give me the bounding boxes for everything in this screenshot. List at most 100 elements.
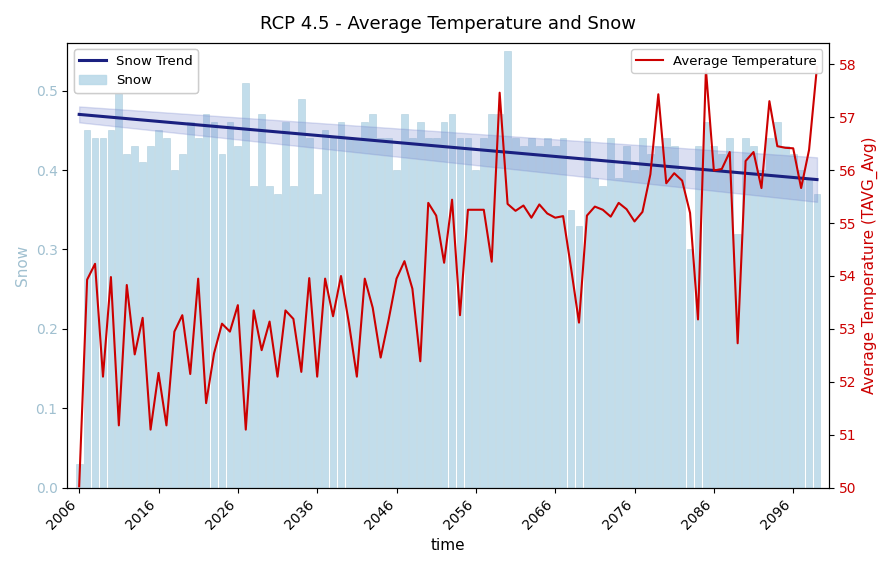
Bar xyxy=(163,138,170,488)
Snow Trend xyxy=(812,176,822,183)
Bar xyxy=(497,114,503,488)
Bar xyxy=(313,194,321,488)
Bar xyxy=(671,146,678,488)
Bar xyxy=(607,138,614,488)
Bar xyxy=(480,138,488,488)
Bar xyxy=(227,122,233,488)
Bar xyxy=(505,51,511,488)
Bar xyxy=(425,138,431,488)
Title: RCP 4.5 - Average Temperature and Snow: RCP 4.5 - Average Temperature and Snow xyxy=(260,15,636,33)
Bar xyxy=(84,130,90,488)
Bar xyxy=(92,138,98,488)
Bar xyxy=(568,210,574,488)
Bar xyxy=(76,464,82,488)
Bar xyxy=(615,178,622,488)
Bar xyxy=(179,154,186,488)
Bar xyxy=(758,170,764,488)
Bar xyxy=(591,178,598,488)
Bar xyxy=(139,162,146,488)
Bar xyxy=(377,138,384,488)
Bar xyxy=(123,154,130,488)
Bar xyxy=(370,114,376,488)
Bar xyxy=(742,138,749,488)
Bar xyxy=(211,122,217,488)
Bar xyxy=(528,138,535,488)
Bar xyxy=(354,138,360,488)
Average Temperature xyxy=(359,275,370,282)
Bar xyxy=(639,138,646,488)
Line: Average Temperature: Average Temperature xyxy=(79,66,817,486)
Bar xyxy=(766,138,772,488)
Bar xyxy=(258,114,265,488)
Bar xyxy=(346,138,353,488)
Bar xyxy=(242,82,249,488)
Snow Trend xyxy=(359,136,370,143)
Bar xyxy=(464,138,472,488)
Snow Trend xyxy=(264,128,275,135)
Bar xyxy=(734,233,741,488)
Bar xyxy=(719,154,725,488)
Bar xyxy=(290,186,296,488)
Bar xyxy=(338,122,345,488)
Bar xyxy=(544,138,551,488)
Bar xyxy=(433,138,439,488)
Bar xyxy=(282,122,288,488)
Bar xyxy=(187,122,194,488)
Bar xyxy=(560,138,566,488)
Bar xyxy=(576,225,582,488)
Bar xyxy=(274,194,281,488)
Bar xyxy=(774,122,780,488)
Bar xyxy=(203,114,210,488)
Bar xyxy=(647,154,654,488)
Bar xyxy=(599,186,606,488)
Bar xyxy=(663,138,670,488)
Bar xyxy=(789,154,797,488)
Bar xyxy=(107,130,114,488)
Bar xyxy=(195,138,202,488)
Bar xyxy=(235,146,241,488)
Snow Trend xyxy=(201,122,212,129)
Bar xyxy=(448,114,455,488)
Bar xyxy=(171,170,178,488)
Bar xyxy=(472,170,480,488)
Bar xyxy=(456,138,463,488)
Bar xyxy=(520,146,527,488)
Bar xyxy=(536,146,543,488)
Bar xyxy=(623,146,630,488)
Snow Trend xyxy=(518,151,529,157)
Bar xyxy=(330,138,337,488)
Bar xyxy=(115,90,122,488)
Average Temperature xyxy=(812,63,822,70)
Bar xyxy=(155,130,162,488)
Bar xyxy=(401,114,408,488)
Y-axis label: Snow: Snow xyxy=(15,245,30,286)
Legend: Average Temperature: Average Temperature xyxy=(631,49,822,73)
Bar xyxy=(100,138,106,488)
Bar xyxy=(306,138,313,488)
Bar xyxy=(711,146,717,488)
Bar xyxy=(393,170,400,488)
Legend: Snow Trend, Snow: Snow Trend, Snow xyxy=(74,49,198,93)
Average Temperature xyxy=(630,218,640,225)
Bar xyxy=(805,178,813,488)
Bar xyxy=(147,146,154,488)
Bar xyxy=(488,114,495,488)
Bar xyxy=(655,146,662,488)
Bar xyxy=(441,122,447,488)
Average Temperature xyxy=(518,202,529,209)
Bar xyxy=(321,130,329,488)
Bar xyxy=(583,138,590,488)
Bar xyxy=(687,249,694,488)
Bar xyxy=(298,98,305,488)
Bar xyxy=(385,138,392,488)
Bar xyxy=(250,186,257,488)
Average Temperature xyxy=(383,316,394,323)
Bar xyxy=(417,122,423,488)
Snow Trend xyxy=(383,139,394,145)
Y-axis label: Average Temperature (TAVG_Avg): Average Temperature (TAVG_Avg) xyxy=(862,137,878,394)
Bar xyxy=(797,170,805,488)
Bar xyxy=(726,138,733,488)
Snow Trend xyxy=(74,111,85,118)
Snow Trend xyxy=(630,160,640,167)
Bar xyxy=(362,122,368,488)
